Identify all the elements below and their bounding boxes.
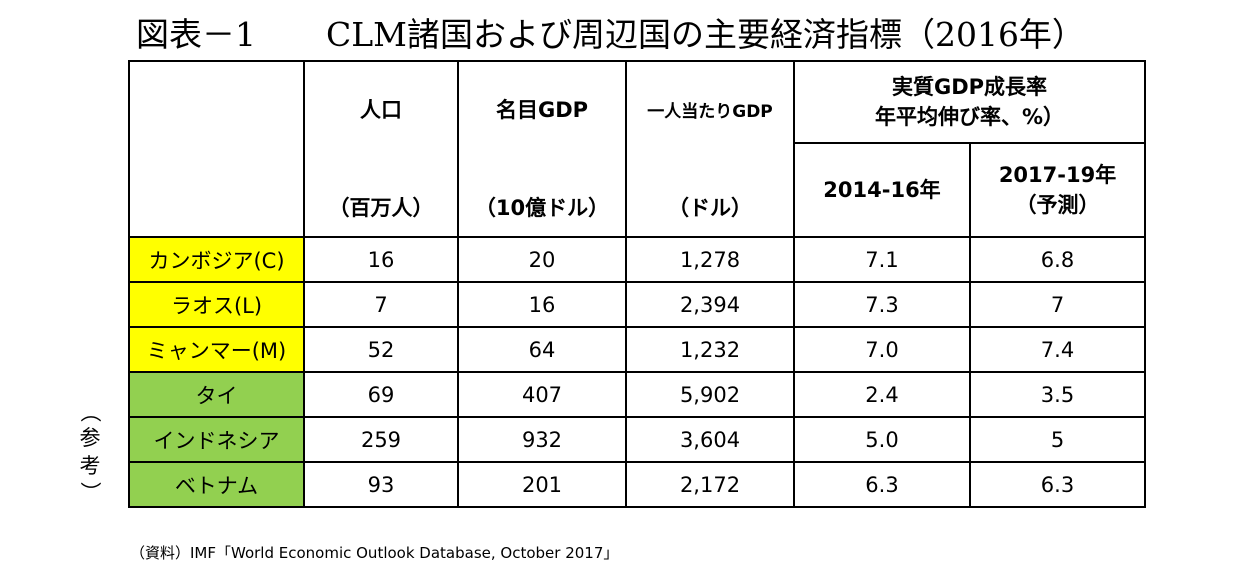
header-nominal-gdp-name: 名目GDP — [495, 98, 589, 122]
table-row: タイ 69 407 5,902 2.4 3.5 — [128, 371, 1147, 418]
cell-growth-2014-16: 7.1 — [793, 236, 971, 283]
row-label-myanmar: ミャンマー(M) — [128, 326, 305, 373]
header-nominal-gdp-unit: （10億ドル） — [474, 196, 610, 220]
header-nominal-gdp: 名目GDP （10億ドル） — [457, 60, 627, 238]
cell-growth-2017-19: 6.3 — [968, 461, 1147, 508]
cell-gdp-per-capita: 5,902 — [625, 371, 795, 418]
cell-growth-2014-16: 7.3 — [793, 281, 971, 328]
header-gdp-per-capita-unit: （ドル） — [668, 196, 752, 220]
cell-nominal-gdp: 201 — [457, 461, 627, 508]
header-period-2017-19-note: （予測） — [1015, 193, 1100, 217]
row-label-laos: ラオス(L) — [128, 281, 305, 328]
cell-growth-2014-16: 6.3 — [793, 461, 971, 508]
cell-growth-2014-16: 5.0 — [793, 416, 971, 463]
cell-growth-2017-19: 7.4 — [968, 326, 1147, 373]
figure-heading: CLM諸国および周辺国の主要経済指標（2016年） — [326, 15, 1085, 54]
header-period-2017-19: 2017-19年 （予測） — [968, 142, 1147, 238]
cell-population: 259 — [303, 416, 459, 463]
header-period-2014-16: 2014-16年 — [793, 142, 971, 238]
cell-nominal-gdp: 932 — [457, 416, 627, 463]
cell-gdp-per-capita: 3,604 — [625, 416, 795, 463]
figure-label: 図表－1 — [136, 15, 256, 54]
header-period-2017-19-label: 2017-19年 — [998, 163, 1117, 187]
cell-population: 52 — [303, 326, 459, 373]
cell-nominal-gdp: 16 — [457, 281, 627, 328]
cell-growth-2017-19: 6.8 — [968, 236, 1147, 283]
header-real-gdp-growth-line2: 年平均伸び率、%） — [874, 105, 1065, 129]
cell-nominal-gdp: 64 — [457, 326, 627, 373]
cell-gdp-per-capita: 2,394 — [625, 281, 795, 328]
table-row: ミャンマー(M) 52 64 1,232 7.0 7.4 — [128, 326, 1147, 373]
header-population-name: 人口 — [360, 98, 402, 122]
header-real-gdp-growth-line1: 実質GDP成長率 — [891, 75, 1048, 99]
row-label-indonesia: インドネシア — [128, 416, 305, 463]
cell-gdp-per-capita: 2,172 — [625, 461, 795, 508]
cell-growth-2014-16: 2.4 — [793, 371, 971, 418]
cell-growth-2017-19: 7 — [968, 281, 1147, 328]
header-population: 人口 （百万人） — [303, 60, 459, 238]
header-population-unit: （百万人） — [328, 196, 434, 220]
table-row: ベトナム 93 201 2,172 6.3 6.3 — [128, 461, 1147, 508]
cell-growth-2014-16: 7.0 — [793, 326, 971, 373]
header-gdp-per-capita-name: 一人当たりGDP — [647, 102, 773, 122]
row-label-cambodia: カンボジア(C) — [128, 236, 305, 283]
source-note: （資料）IMF「World Economic Outlook Database,… — [130, 544, 619, 562]
cell-gdp-per-capita: 1,278 — [625, 236, 795, 283]
reference-note-char-1: 参 — [79, 426, 101, 450]
reference-note-char-2: 考 — [79, 454, 101, 478]
cell-growth-2017-19: 3.5 — [968, 371, 1147, 418]
reference-note-close-paren: ） — [78, 481, 102, 503]
economic-indicators-table: 人口 （百万人） 名目GDP （10億ドル） 一人当たりGDP （ドル） 実質G… — [128, 60, 1147, 508]
header-gdp-per-capita: 一人当たりGDP （ドル） — [625, 60, 795, 238]
table-row: カンボジア(C) 16 20 1,278 7.1 6.8 — [128, 236, 1147, 283]
cell-population: 93 — [303, 461, 459, 508]
cell-gdp-per-capita: 1,232 — [625, 326, 795, 373]
cell-nominal-gdp: 407 — [457, 371, 627, 418]
header-period-2014-16-label: 2014-16年 — [823, 178, 941, 202]
cell-growth-2017-19: 5 — [968, 416, 1147, 463]
row-label-thailand: タイ — [128, 371, 305, 418]
row-label-vietnam: ベトナム — [128, 461, 305, 508]
figure-title: 図表－1 CLM諸国および周辺国の主要経済指標（2016年） — [136, 10, 1146, 60]
table-row: ラオス(L) 7 16 2,394 7.3 7 — [128, 281, 1147, 328]
cell-population: 16 — [303, 236, 459, 283]
cell-nominal-gdp: 20 — [457, 236, 627, 283]
header-real-gdp-growth: 実質GDP成長率 年平均伸び率、%） — [792, 60, 1147, 144]
cell-population: 69 — [303, 371, 459, 418]
corner-header-cell — [128, 60, 305, 238]
reference-group-note: （ 参 考 ） — [76, 400, 104, 524]
table-row: インドネシア 259 932 3,604 5.0 5 — [128, 416, 1147, 463]
cell-population: 7 — [303, 281, 459, 328]
reference-note-open-paren: （ — [78, 401, 102, 423]
